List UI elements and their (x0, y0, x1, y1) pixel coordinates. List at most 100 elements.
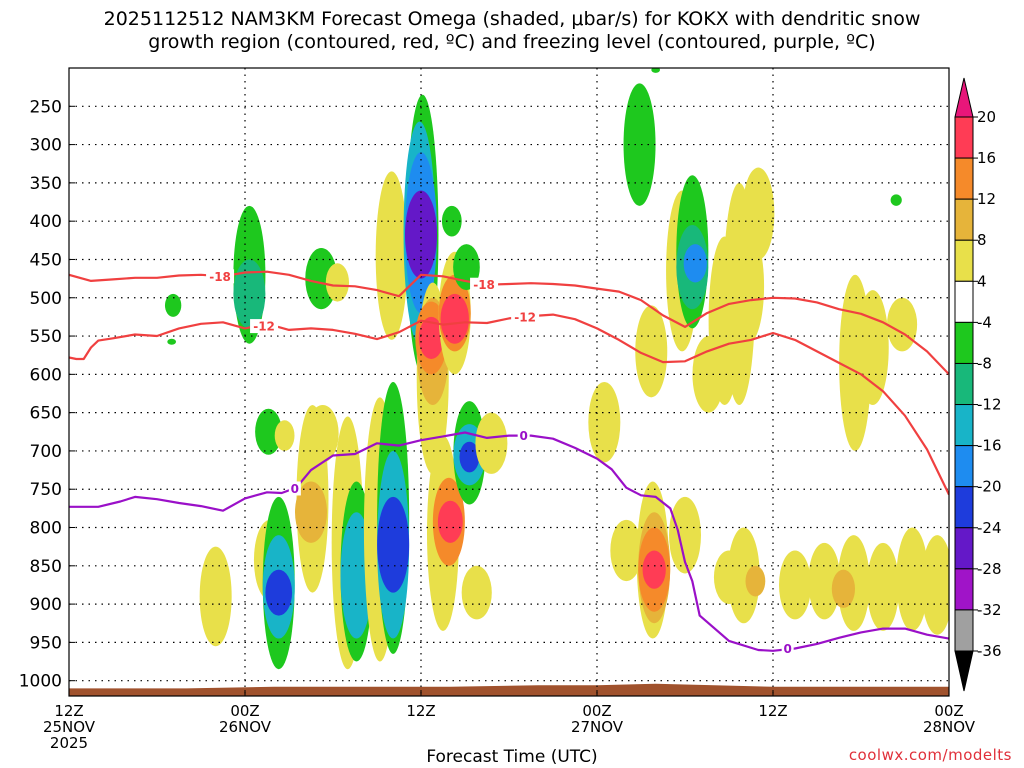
omega-cell (856, 290, 889, 405)
colorbar-band (954, 486, 974, 529)
colorbar-band (954, 445, 974, 488)
colorbar-label: -36 (977, 642, 1002, 660)
omega-cell (440, 293, 469, 344)
terrain-layer (69, 683, 949, 696)
x-tick-label: 12Z (406, 702, 435, 720)
x-tick-label: 2025 (50, 734, 88, 752)
omega-cell (642, 550, 666, 589)
omega-cell (623, 83, 656, 206)
omega-cell (635, 305, 668, 398)
omega-shading-layer (164, 68, 949, 670)
colorbar-label: -12 (977, 396, 1002, 414)
colorbar-label: -28 (977, 560, 1002, 578)
omega-cell (164, 293, 182, 317)
contour-label: 0 (519, 429, 527, 443)
y-tick-label: 250 (30, 97, 62, 117)
omega-cell (896, 527, 929, 631)
chart-title-line-1: 2025112512 NAM3KM Forecast Omega (shaded… (103, 8, 921, 30)
colorbar-band (954, 362, 974, 406)
contour-line (69, 431, 949, 652)
omega-cell (588, 382, 621, 463)
x-tick-label: 00Z (230, 702, 259, 720)
y-tick-label: 450 (30, 250, 62, 270)
contour-label: -18 (473, 278, 495, 292)
omega-cell (375, 171, 408, 340)
colorbar-label: 20 (977, 108, 996, 126)
x-tick-label: 26NOV (219, 718, 272, 736)
x-tick-label: 28NOV (923, 718, 976, 736)
y-tick-label: 1000 (19, 672, 62, 692)
x-axis-title: Forecast Time (UTC) (426, 747, 598, 767)
omega-cell (459, 441, 480, 473)
omega-cell (199, 546, 232, 647)
colorbar-label: -16 (977, 437, 1002, 455)
x-tick-label: 00Z (934, 702, 963, 720)
omega-cell (683, 244, 707, 283)
colorbar-band (954, 321, 974, 364)
omega-cell (274, 420, 295, 451)
omega-cell (405, 190, 437, 279)
colorbar-band (954, 157, 974, 200)
y-tick-label: 400 (30, 212, 62, 232)
omega-cell (441, 205, 462, 237)
omega-cell (887, 297, 918, 352)
omega-cell (255, 408, 282, 455)
omega-cell (727, 527, 760, 624)
colorbar-label: -32 (977, 601, 1002, 619)
omega-cell (325, 263, 350, 302)
omega-cell (167, 338, 177, 345)
omega-cell (418, 316, 444, 360)
colorbar-label: -8 (977, 354, 992, 372)
omega-cell (669, 496, 701, 574)
contour-label-bg (781, 641, 794, 656)
colorbar-band (954, 239, 974, 282)
chart-title-line-2: growth region (contoured, red, ºC) and f… (148, 31, 876, 53)
colorbar-band (954, 404, 974, 447)
y-axis: 250 300 350 400 450 500 550 600 650 700 750 800 850 9… (19, 97, 75, 692)
y-tick-label: 300 (30, 136, 62, 156)
colorbar-label: 4 (977, 272, 987, 290)
contour-label-bg (511, 309, 540, 324)
x-tick-label: 12Z (54, 702, 83, 720)
contour-line (69, 313, 949, 496)
colorbar-label: 8 (977, 231, 987, 249)
colorbar-band (954, 280, 974, 323)
omega-cell (745, 565, 766, 597)
omega-cell (610, 519, 643, 582)
contour-label-bg (288, 481, 301, 496)
omega-cell (265, 569, 293, 616)
omega-cell (779, 550, 811, 620)
contour-label: 0 (291, 482, 299, 496)
x-tick-label: 27NOV (571, 718, 624, 736)
omega-cell (890, 194, 902, 206)
contour-label: -12 (253, 320, 275, 334)
contour-label-bg (517, 428, 530, 443)
y-tick-label: 350 (30, 174, 62, 194)
x-tick-label: 00Z (582, 702, 611, 720)
omega-cell (233, 259, 266, 329)
y-tick-label: 900 (30, 595, 62, 615)
y-tick-label: 550 (30, 327, 62, 347)
colorbar: 20 16 12 8 4 -4 -8 -12 -16 -20 -24 -28 -32 -36 (954, 77, 1002, 692)
gridlines (69, 68, 949, 696)
y-tick-label: 750 (30, 480, 62, 500)
omega-cell (437, 500, 463, 543)
colorbar-over-arrow (954, 77, 974, 118)
y-tick-label: 950 (30, 633, 62, 653)
y-tick-label: 500 (30, 289, 62, 309)
colorbar-label: 16 (977, 149, 996, 167)
colorbar-label: 12 (977, 190, 996, 208)
x-tick-label: 25NOV (43, 718, 96, 736)
colorbar-band (954, 527, 974, 570)
contour-label-bg (206, 269, 235, 284)
terrain-surface (69, 683, 949, 696)
y-tick-label: 600 (30, 365, 62, 385)
colorbar-under-arrow (954, 650, 974, 692)
omega-cell (742, 167, 775, 260)
colorbar-band (954, 568, 974, 611)
contour-label-layer: -18 -18 -12 -12 0 0 0 (206, 269, 794, 656)
credit-text: coolwx.com/modelts (848, 746, 1012, 764)
omega-cell (808, 542, 841, 620)
omega-cell (306, 404, 339, 463)
